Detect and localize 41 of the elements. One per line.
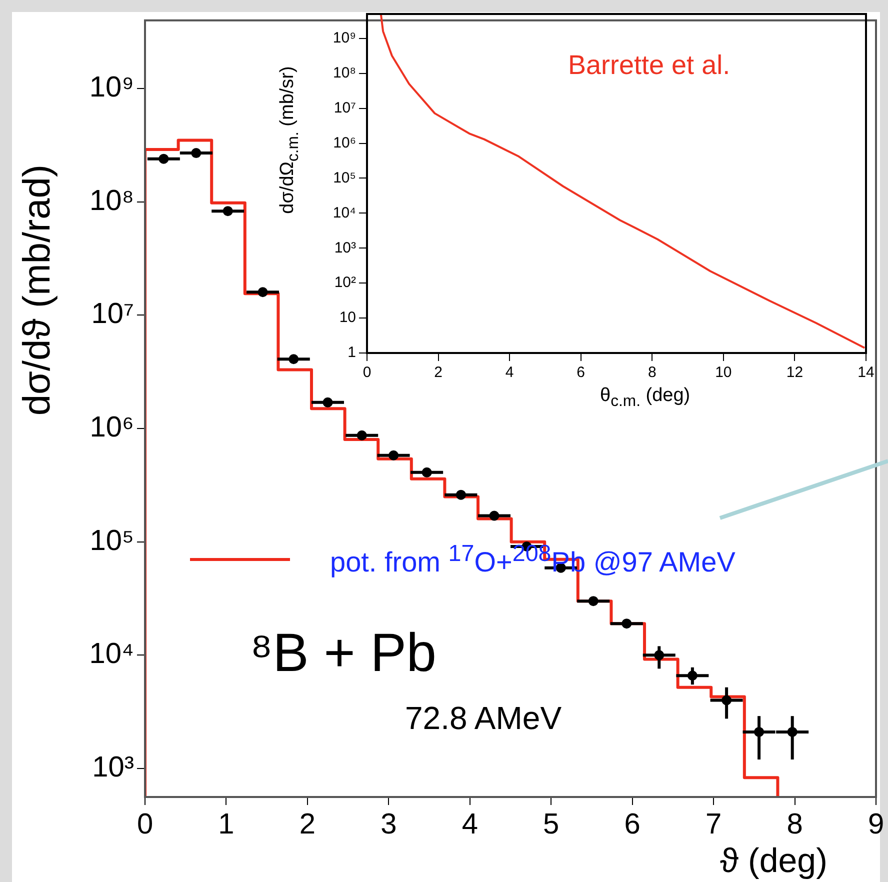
x-tick-label: 8 xyxy=(786,808,803,840)
y-tick-label: 1 xyxy=(348,344,356,362)
y-tick-label: 10⁵ xyxy=(333,169,356,186)
x-tick-label: 2 xyxy=(299,808,316,840)
y-tick-label: 10⁹ xyxy=(89,72,134,104)
y-tick-label: 10² xyxy=(334,274,356,292)
annotation: ⁸B + Pb xyxy=(250,622,436,684)
x-axis-title: ϑ (deg) xyxy=(720,842,828,881)
y-tick-label: 10⁷ xyxy=(91,298,134,330)
x-tick-label: 4 xyxy=(462,808,478,840)
x-tick-label: 12 xyxy=(786,364,804,382)
x-tick-label: 6 xyxy=(576,364,586,382)
annotation: 72.8 AMeV xyxy=(405,700,562,737)
x-tick-label: 5 xyxy=(543,808,560,840)
x-tick-label: 2 xyxy=(434,364,442,382)
x-tick-label: 6 xyxy=(624,808,640,840)
y-tick-label: 10⁷ xyxy=(334,99,356,116)
y-tick-label: 10⁴ xyxy=(332,204,356,222)
y-tick-label: 10³ xyxy=(334,239,356,256)
y-tick-label: 10⁵ xyxy=(90,524,134,557)
y-tick-label: 10⁶ xyxy=(90,412,134,444)
y-tick-label: 10 xyxy=(339,309,356,326)
x-tick-label: 3 xyxy=(380,808,397,840)
annotation: Barrette et al. xyxy=(568,50,730,81)
x-axis-title: θ$_{c.m.}$ (deg) xyxy=(600,385,690,411)
x-tick-label: 8 xyxy=(648,364,656,382)
y-axis-title: dσ/dϑ (mb/rad) xyxy=(16,164,60,416)
x-tick-label: 0 xyxy=(136,808,154,840)
x-tick-label: 1 xyxy=(218,808,234,840)
y-tick-label: 10⁹ xyxy=(332,30,356,47)
x-tick-label: 9 xyxy=(868,808,884,840)
x-tick-label: 7 xyxy=(705,808,722,840)
y-tick-label: 10⁶ xyxy=(333,134,356,152)
x-tick-label: 14 xyxy=(858,364,874,382)
y-tick-label: 10⁸ xyxy=(332,64,356,82)
x-tick-label: 0 xyxy=(362,364,372,382)
x-tick-label: 4 xyxy=(505,364,514,382)
y-tick-label: 10³ xyxy=(92,751,134,784)
y-tick-label: 10⁸ xyxy=(90,184,134,217)
x-tick-label: 10 xyxy=(715,364,732,382)
y-tick-label: 10⁴ xyxy=(89,638,134,670)
